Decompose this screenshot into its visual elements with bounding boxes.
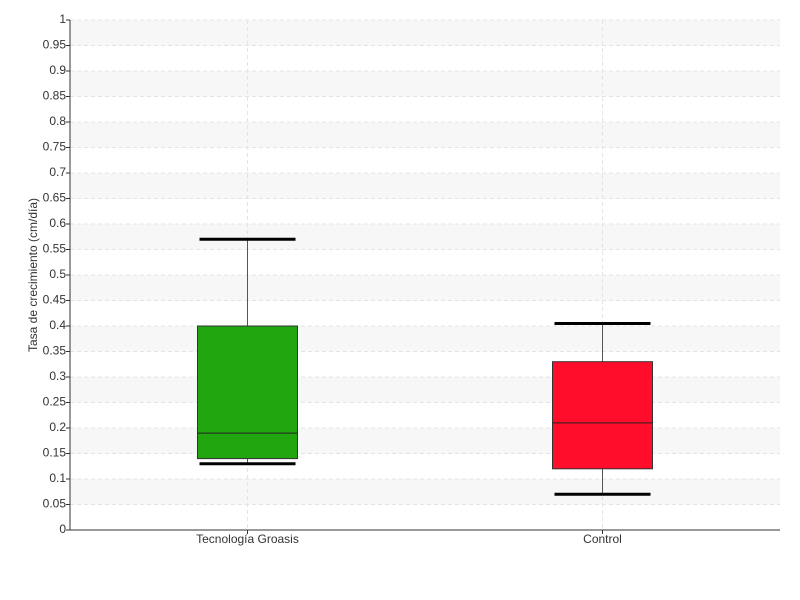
box (552, 361, 653, 470)
grid-band (70, 479, 780, 505)
grid-band (70, 326, 780, 352)
y-tick-label: 0.45 (43, 293, 67, 307)
y-tick-label: 0.5 (49, 267, 66, 281)
x-tick-label: Control (583, 532, 622, 546)
y-tick-label: 0.85 (43, 89, 67, 103)
y-tick-label: 0.05 (43, 497, 67, 511)
grid-band (70, 224, 780, 250)
y-axis-label: Tasa de crecimiento (cm/día) (26, 198, 40, 352)
y-tick-label: 0.35 (43, 344, 67, 358)
y-tick-label: 1 (59, 12, 66, 26)
grid-band (70, 20, 780, 46)
y-tick-label: 0 (59, 522, 66, 536)
y-tick-label: 0.75 (43, 140, 67, 154)
grid-band (70, 428, 780, 454)
grid-band (70, 122, 780, 148)
y-tick-label: 0.2 (49, 420, 66, 434)
y-tick-label: 0.4 (49, 318, 66, 332)
y-tick-label: 0.95 (43, 38, 67, 52)
y-tick-label: 0.25 (43, 395, 67, 409)
y-tick-label: 0.6 (49, 216, 66, 230)
x-tick-label: Tecnología Groasis (196, 532, 299, 546)
y-tick-label: 0.7 (49, 165, 66, 179)
grid-band (70, 71, 780, 97)
y-tick-label: 0.15 (43, 446, 67, 460)
grid-band (70, 377, 780, 403)
y-tick-label: 0.1 (49, 471, 66, 485)
y-tick-label: 0.55 (43, 242, 67, 256)
y-tick-label: 0.3 (49, 369, 66, 383)
grid-band (70, 173, 780, 199)
y-tick-label: 0.9 (49, 63, 66, 77)
y-tick-label: 0.65 (43, 191, 67, 205)
y-tick-label: 0.8 (49, 114, 66, 128)
box (197, 325, 298, 460)
grid-band (70, 275, 780, 301)
